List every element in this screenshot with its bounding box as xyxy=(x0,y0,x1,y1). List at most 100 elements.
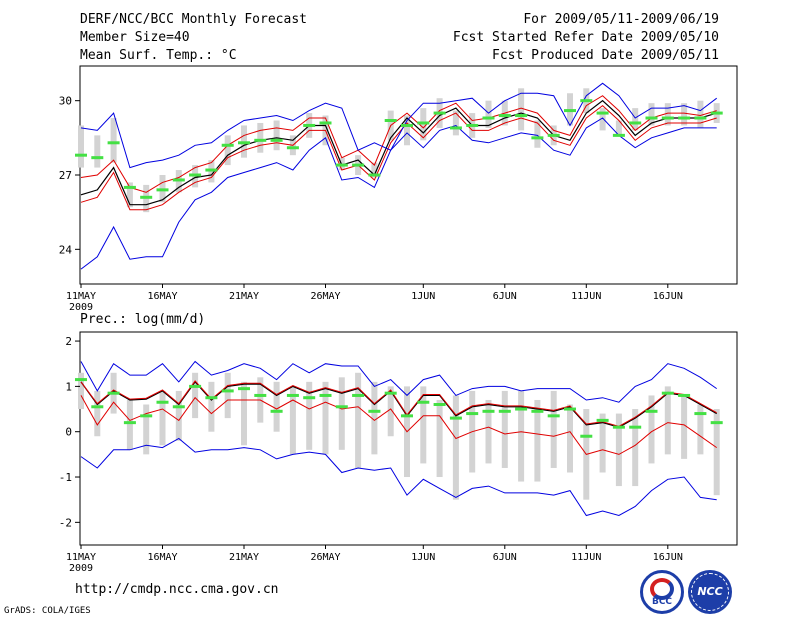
median-marker xyxy=(401,414,413,418)
spread-box xyxy=(599,413,606,473)
median-marker xyxy=(564,407,576,411)
grads-credit: GrADS: COLA/IGES xyxy=(4,606,91,616)
spread-box xyxy=(485,399,492,464)
spread-box xyxy=(257,122,264,153)
median-marker xyxy=(254,393,267,397)
spread-box xyxy=(224,372,231,419)
median-marker xyxy=(710,421,723,425)
x-tick-label: 11MAY xyxy=(66,291,96,302)
median-marker xyxy=(172,178,185,182)
median-marker xyxy=(123,421,136,425)
series-line-env_max xyxy=(80,360,717,403)
median-marker xyxy=(596,111,609,115)
spread-box xyxy=(126,182,133,208)
series-line-low xyxy=(80,395,717,455)
median-marker xyxy=(335,405,348,409)
forecast-period-label: For 2009/05/11-2009/06/19 xyxy=(523,12,719,27)
series-line-env_max xyxy=(80,82,718,169)
x-tick-label: 1JUN xyxy=(411,291,435,302)
median-marker xyxy=(547,133,560,137)
spread-box xyxy=(387,386,394,437)
median-marker xyxy=(401,123,413,127)
spread-box xyxy=(241,381,247,446)
series-line-low xyxy=(80,104,717,211)
spread-box xyxy=(632,409,639,487)
median-marker xyxy=(140,414,153,418)
source-url-link[interactable]: http://cmdp.ncc.cma.gov.cn xyxy=(75,582,279,597)
chart-title: DERF/NCC/BCC Monthly Forecast xyxy=(80,12,307,27)
spread-box xyxy=(273,120,280,151)
median-marker xyxy=(352,163,365,167)
y-tick-label: 27 xyxy=(59,169,72,182)
y-tick-label: 30 xyxy=(59,95,72,108)
median-marker xyxy=(661,391,674,395)
x-tick-label: 1JUN xyxy=(411,552,435,563)
spread-box xyxy=(534,120,541,148)
spread-box xyxy=(94,390,101,437)
x-tick-year-label: 2009 xyxy=(69,563,93,574)
y-tick-label: 1 xyxy=(65,380,72,393)
median-marker xyxy=(645,409,658,413)
y-tick-label: 24 xyxy=(59,243,73,256)
plot-frame xyxy=(79,331,738,546)
median-marker xyxy=(107,391,120,395)
median-marker xyxy=(580,99,593,103)
median-marker xyxy=(547,414,560,418)
median-marker xyxy=(189,384,202,388)
median-marker xyxy=(221,143,234,147)
spread-box xyxy=(697,100,704,128)
median-marker xyxy=(286,393,299,397)
x-tick-label: 21MAY xyxy=(229,291,259,302)
median-marker xyxy=(482,116,495,120)
median-marker xyxy=(466,412,479,416)
median-marker xyxy=(417,400,430,404)
median-marker xyxy=(352,393,365,397)
spread-box xyxy=(420,386,427,464)
spread-box xyxy=(681,103,688,126)
median-marker xyxy=(433,403,446,407)
series-line-env_min xyxy=(80,117,717,270)
y-tick-label: -2 xyxy=(59,516,72,529)
spread-box xyxy=(371,381,378,455)
spread-box xyxy=(110,118,117,163)
spread-box xyxy=(664,103,671,126)
spread-box xyxy=(452,395,459,500)
x-tick-label: 21MAY xyxy=(229,552,259,563)
spread-box xyxy=(648,103,655,126)
median-marker xyxy=(515,114,528,118)
x-tick-label: 26MAY xyxy=(310,552,340,563)
spread-box xyxy=(224,135,231,166)
x-tick-year-label: 2009 xyxy=(69,302,93,313)
spread-box xyxy=(192,372,199,419)
median-marker xyxy=(270,138,283,142)
median-marker xyxy=(515,407,528,411)
median-marker xyxy=(319,121,332,125)
median-marker xyxy=(91,156,104,160)
median-marker xyxy=(384,391,397,395)
spread-box xyxy=(306,381,313,450)
median-marker xyxy=(270,409,283,413)
spread-box xyxy=(664,386,671,455)
median-marker xyxy=(238,141,250,145)
spread-box xyxy=(681,395,688,459)
x-tick-label: 16MAY xyxy=(147,552,177,563)
median-marker xyxy=(254,138,267,142)
median-marker xyxy=(205,396,218,400)
median-marker xyxy=(498,114,511,118)
bcc-swirl-icon xyxy=(650,578,674,600)
median-marker xyxy=(612,425,625,429)
spread-box xyxy=(518,390,525,482)
y-tick-label: -1 xyxy=(59,471,72,484)
spread-box xyxy=(404,115,410,146)
x-tick-label: 26MAY xyxy=(310,291,340,302)
median-marker xyxy=(580,434,593,438)
median-marker xyxy=(368,173,381,177)
x-tick-label: 16JUN xyxy=(653,552,683,563)
median-marker xyxy=(156,188,169,192)
y-tick-label: 2 xyxy=(65,335,72,348)
spread-box xyxy=(615,413,622,487)
series-line-mean xyxy=(80,99,717,206)
ncc-ring-icon xyxy=(691,573,729,611)
spread-box xyxy=(273,381,280,432)
